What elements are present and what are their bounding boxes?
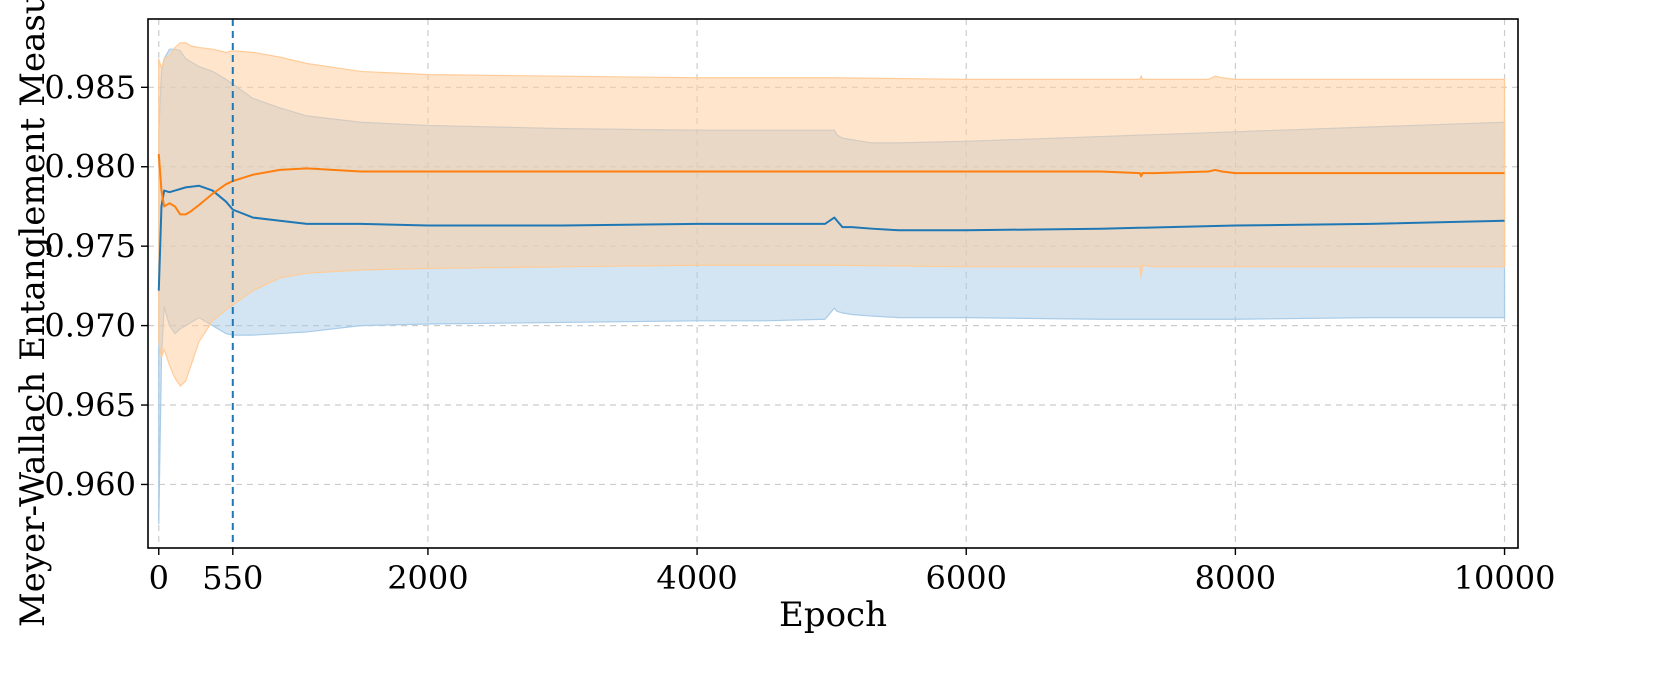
band-series-1: [158, 42, 1506, 387]
x-tick-label-6: 10000: [1454, 559, 1556, 597]
x-tick-label-3: 4000: [656, 559, 737, 597]
confidence-bands: [158, 42, 1506, 525]
y-tick-label-4: 0.980: [44, 148, 136, 186]
plot-frame: [147, 18, 1519, 549]
x-tick-label-0: 0: [149, 559, 169, 597]
y-tick-label-3: 0.975: [44, 227, 136, 265]
y-tick-label-1: 0.965: [44, 386, 136, 424]
series-lines: [157, 153, 1505, 291]
x-tick-label-1: 550: [202, 559, 263, 597]
x-tick-label-2: 2000: [387, 559, 468, 597]
x-axis-label: Epoch: [779, 595, 887, 635]
line-series-1: [157, 153, 1505, 216]
y-tick-label-0: 0.960: [44, 465, 136, 503]
y-axis-label: Meyer-Wallach Entanglement Measure: [13, 0, 53, 627]
x-tick-label-5: 8000: [1195, 559, 1276, 597]
x-tick-label-4: 6000: [926, 559, 1007, 597]
axis-ticks: 0 550 2000 4000 6000 8000 10000 0.960 0.965 0.970…: [44, 68, 1555, 597]
y-tick-label-2: 0.970: [44, 307, 136, 345]
y-tick-label-5: 0.985: [44, 68, 136, 106]
line-series-0: [157, 184, 1505, 291]
